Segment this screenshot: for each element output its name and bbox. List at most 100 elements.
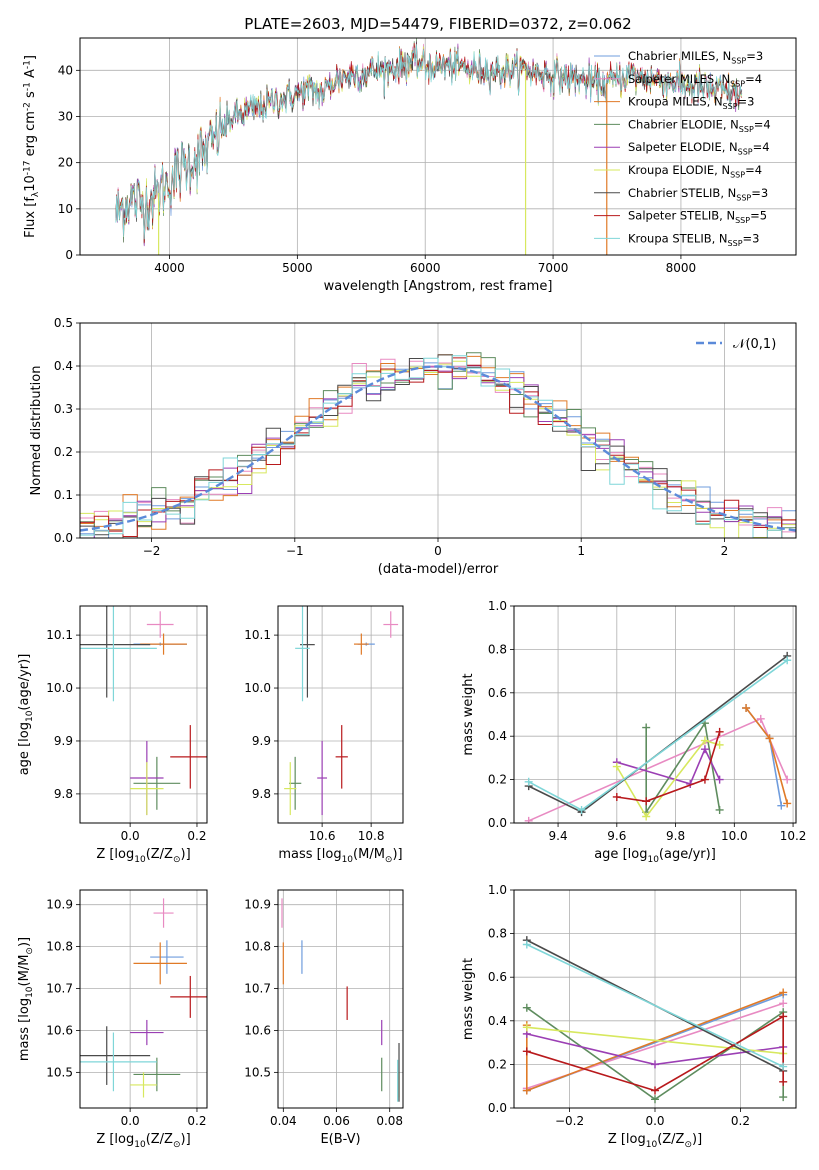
y-tick-label: 0.3 (54, 402, 73, 416)
x-tick-label: −2 (143, 544, 161, 558)
spectrum-legend: Chabrier MILES, NSSP​=3 Salpeter MILES, N… (594, 49, 771, 248)
weight-line (616, 747, 721, 785)
y-tick-label: 0.0 (54, 531, 73, 545)
y-tick-label: 0.5 (54, 316, 73, 330)
label-fragment: SSP (730, 170, 745, 179)
weight-line (616, 739, 720, 818)
panels: 4000 5000 6000 7000 8000010203040wavelength … (17, 37, 807, 1150)
y-tick-label: 0.2 (54, 445, 73, 459)
weight-marker (612, 762, 621, 771)
x-tick-label: 9.6 (607, 829, 626, 843)
weight-marker (779, 1062, 788, 1071)
legend-label: Salpeter STELIB, NSSP​=5 (628, 209, 767, 225)
label-fragment: ⊙ (173, 1140, 181, 1150)
label-fragment: -17 (22, 161, 32, 176)
label-fragment: SSP (730, 79, 745, 88)
weight-marker (577, 805, 586, 814)
legend-label: Chabrier MILES, NSSP​=3 (628, 49, 763, 65)
errorbar-point (335, 725, 348, 789)
label-fragment: =4 (745, 72, 762, 86)
axes-residual-histogram: −2 −1 0 1 2 0.0 0.1 0.2 0.3 0.4 0.5 (data-model)/er… (29, 316, 797, 577)
errorbar-point (80, 606, 151, 698)
label-fragment: Flux [f (23, 197, 38, 238)
axes-frame (277, 605, 404, 824)
x-tick-label: 5000 (282, 261, 313, 275)
axes-mass-vs-ebv: 0.04 0.06 0.08 10.5 10.6 10.7 10.8 10.9 E(B-V) (244, 889, 404, 1147)
legend-label: Kroupa MILES, NSSP​=3 (628, 95, 754, 111)
label-fragment: mass [log (17, 998, 32, 1061)
y-tick-label: 0.4 (488, 1014, 507, 1028)
weight-marker (612, 792, 621, 801)
label-fragment: )] (17, 937, 32, 947)
y-tick-label: 10.7 (244, 982, 271, 996)
label-fragment: age [log (594, 847, 647, 862)
errorbar-point (295, 606, 310, 702)
label-fragment: (Z/Z (657, 1132, 684, 1147)
x-axis-label: wavelength [Angstrom, rest frame] (324, 279, 553, 294)
y-tick-label: 10.7 (46, 982, 73, 996)
x-tick-label: 1 (577, 544, 585, 558)
weight-marker (779, 1012, 788, 1021)
label-fragment: Chabrier ELODIE, N (628, 117, 739, 131)
label-fragment: (M/M (353, 847, 385, 862)
weight-marker (779, 988, 788, 997)
errorbar-point (353, 633, 369, 655)
label-fragment: =3 (746, 49, 763, 63)
x-axis-label: Z [log10​(Z/Z⊙​)] (96, 1132, 190, 1150)
x-tick-label: 10.6 (309, 829, 336, 843)
y-tick-label: 0.1 (54, 488, 73, 502)
label-fragment: age [log (17, 722, 32, 775)
label-fragment: )] (181, 1132, 191, 1147)
errorbar-point (383, 611, 399, 638)
weight-marker (777, 801, 786, 810)
label-fragment: Salpeter ELODIE, N (628, 140, 738, 154)
x-tick-label: 8000 (666, 261, 697, 275)
errorbar-point (170, 725, 207, 789)
label-fragment: E(B-V) (320, 1132, 360, 1147)
label-fragment: 𝒩(0,1) (733, 337, 776, 352)
weight-marker (715, 740, 724, 749)
label-fragment: )] (181, 847, 191, 862)
weight-marker (651, 1095, 659, 1104)
weight-marker (742, 703, 751, 712)
x-tick-label: 9.8 (666, 829, 685, 843)
x-tick-label: 4000 (154, 261, 185, 275)
weight-marker (715, 805, 724, 814)
weight-marker (522, 1023, 531, 1032)
label-fragment: -1 (22, 60, 32, 69)
weight-marker (522, 1003, 531, 1012)
label-fragment: 10 (25, 986, 35, 998)
y-tick-label: 0.0 (488, 816, 507, 830)
x-tick-label: 10.0 (721, 829, 748, 843)
x-tick-label: 10.2 (780, 829, 807, 843)
axes-frame (79, 37, 797, 256)
y-tick-label: 9.9 (252, 734, 271, 748)
y-tick-label: 0 (65, 248, 73, 262)
gaussian-legend-label: 𝒩(0,1) (733, 337, 776, 352)
x-tick-label: 0.0 (121, 1114, 140, 1128)
label-fragment: s (23, 91, 38, 102)
axes-frame (79, 322, 797, 539)
label-fragment: 10 (23, 175, 38, 192)
label-fragment: Salpeter STELIB, N (628, 209, 735, 223)
x-tick-label: 0.2 (187, 1114, 206, 1128)
y-tick-label: 0.4 (54, 359, 73, 373)
errorbar-point (130, 1072, 157, 1098)
label-fragment: (M/M (17, 955, 32, 987)
label-fragment: -1 (22, 82, 32, 91)
weight-marker (642, 812, 651, 821)
y-tick-label: 10.1 (46, 628, 73, 642)
label-fragment: (data-model)/error (378, 562, 499, 577)
errorbar-point (130, 762, 164, 816)
x-tick-label: 0.0 (645, 1114, 664, 1128)
label-fragment: =4 (754, 117, 771, 131)
label-fragment: erg cm (23, 111, 38, 160)
errorbar-point (80, 1032, 157, 1092)
weight-marker (765, 734, 774, 743)
label-fragment: mass weight (461, 958, 476, 1040)
plot-area-age-vs-Z (80, 606, 207, 816)
label-fragment: )] (392, 847, 402, 862)
weight-marker (642, 723, 651, 732)
x-tick-label: 0.08 (376, 1114, 403, 1128)
label-fragment: =3 (743, 231, 760, 245)
